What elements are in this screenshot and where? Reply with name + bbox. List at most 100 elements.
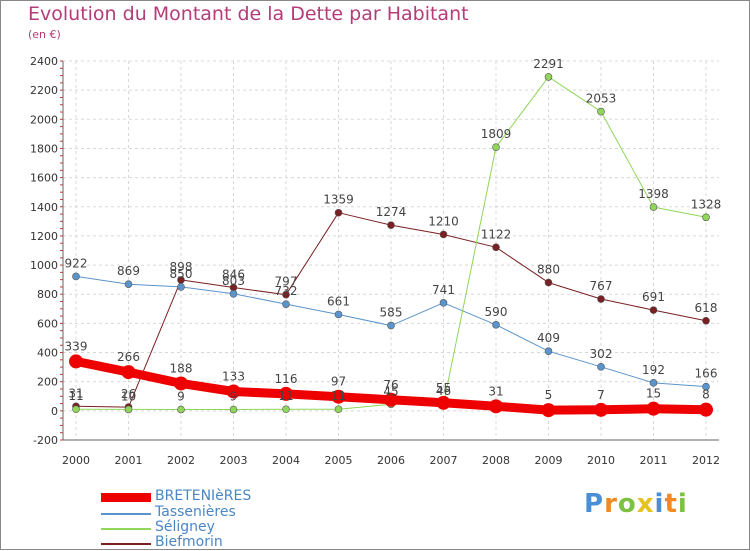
data-point-tassenieres bbox=[72, 272, 80, 281]
data-label-tassenieres: 302 bbox=[590, 347, 613, 361]
y-tick-label: 0 bbox=[51, 405, 58, 418]
data-point-seligney bbox=[177, 405, 185, 414]
data-point-biefmorin bbox=[702, 316, 710, 325]
legend-swatch-bretenieres bbox=[101, 493, 151, 502]
data-point-bretenieres bbox=[489, 399, 503, 414]
data-label-tassenieres: 922 bbox=[65, 256, 88, 270]
data-point-seligney bbox=[72, 405, 80, 414]
data-point-bretenieres bbox=[121, 365, 136, 380]
logo-letter: i bbox=[677, 489, 688, 519]
y-tick-label: 800 bbox=[37, 288, 58, 301]
data-point-seligney bbox=[597, 107, 605, 116]
data-label-biefmorin: 31 bbox=[68, 386, 83, 400]
data-label-tassenieres: 585 bbox=[380, 306, 403, 320]
data-label-seligney: 1809 bbox=[481, 127, 512, 141]
x-tick-label: 2011 bbox=[640, 454, 668, 467]
data-label-bretenieres: 266 bbox=[117, 350, 140, 364]
grid-layer bbox=[63, 60, 719, 441]
data-label-tassenieres: 732 bbox=[275, 284, 298, 298]
x-tick-label: 2012 bbox=[692, 454, 720, 467]
chart-subtitle: (en €) bbox=[28, 28, 61, 41]
logo-letter: x bbox=[636, 489, 655, 519]
data-label-seligney: 11 bbox=[331, 389, 346, 403]
data-label-seligney: 10 bbox=[121, 389, 136, 403]
data-point-seligney bbox=[229, 405, 238, 414]
proxiti-logo[interactable]: Proxiti bbox=[584, 489, 688, 519]
data-point-biefmorin bbox=[439, 230, 448, 239]
data-label-seligney: 46 bbox=[436, 384, 451, 398]
data-point-biefmorin bbox=[492, 243, 500, 252]
data-label-biefmorin: 618 bbox=[695, 301, 718, 315]
data-point-tassenieres bbox=[439, 299, 448, 307]
legend-swatch-seligney bbox=[101, 528, 151, 530]
y-tick-label: 2000 bbox=[30, 113, 58, 126]
y-tick-label: 1000 bbox=[30, 259, 58, 272]
data-label-seligney: 2291 bbox=[533, 57, 564, 71]
data-label-bretenieres: 133 bbox=[222, 369, 245, 383]
data-label-seligney: 45 bbox=[383, 384, 398, 398]
legend-swatch-biefmorin bbox=[101, 543, 151, 545]
x-tick-label: 2009 bbox=[535, 454, 563, 467]
x-tick-label: 2006 bbox=[377, 454, 405, 467]
x-tick-label: 2005 bbox=[325, 454, 353, 467]
data-label-bretenieres: 116 bbox=[275, 372, 298, 386]
data-point-seligney bbox=[649, 203, 658, 211]
data-point-bretenieres bbox=[384, 392, 398, 407]
x-tick-label: 2001 bbox=[115, 454, 143, 467]
series-layer bbox=[69, 73, 713, 418]
data-label-tassenieres: 192 bbox=[642, 363, 665, 377]
data-point-seligney bbox=[492, 143, 500, 151]
data-point-bretenieres bbox=[226, 384, 241, 399]
x-tick-label: 2008 bbox=[482, 454, 510, 467]
y-tick-label: -200 bbox=[33, 434, 58, 447]
x-tick-label: 2010 bbox=[587, 454, 615, 467]
data-label-biefmorin: 797 bbox=[275, 275, 298, 289]
data-label-tassenieres: 166 bbox=[695, 367, 718, 381]
data-point-seligney bbox=[124, 405, 133, 414]
data-point-tassenieres bbox=[177, 283, 185, 291]
data-point-bretenieres bbox=[699, 402, 713, 417]
data-label-bretenieres: 15 bbox=[646, 387, 661, 401]
data-label-tassenieres: 661 bbox=[327, 294, 350, 308]
data-label-biefmorin: 691 bbox=[642, 290, 665, 304]
data-point-bretenieres bbox=[541, 403, 556, 418]
x-tick-label: 2007 bbox=[430, 454, 458, 467]
data-label-bretenieres: 97 bbox=[331, 375, 346, 389]
y-tick-label: 1200 bbox=[30, 230, 58, 243]
data-label-tassenieres: 869 bbox=[117, 264, 140, 278]
data-label-seligney: 9 bbox=[177, 390, 185, 404]
x-tick-label: 2000 bbox=[62, 454, 90, 467]
data-label-bretenieres: 31 bbox=[488, 384, 503, 398]
data-point-tassenieres bbox=[702, 382, 710, 391]
legend-label: BRETENIèRES bbox=[155, 488, 252, 504]
logo-letter: t bbox=[664, 489, 678, 519]
data-point-biefmorin bbox=[597, 295, 605, 303]
data-label-bretenieres: 76 bbox=[383, 378, 398, 392]
data-point-tassenieres bbox=[229, 289, 238, 298]
data-point-biefmorin bbox=[544, 278, 553, 287]
logo-letter: P bbox=[584, 489, 605, 519]
legend-label: Tassenières bbox=[155, 504, 236, 520]
data-label-tassenieres: 803 bbox=[222, 274, 245, 288]
y-tick-label: 600 bbox=[37, 317, 58, 330]
data-point-tassenieres bbox=[387, 321, 395, 330]
y-tick-label: 1800 bbox=[30, 142, 58, 155]
data-label-biefmorin: 1210 bbox=[428, 214, 459, 228]
data-point-bretenieres bbox=[69, 354, 83, 369]
plot-area bbox=[63, 61, 719, 440]
data-label-seligney: 11 bbox=[278, 389, 293, 403]
data-label-bretenieres: 5 bbox=[545, 388, 553, 402]
axes-layer: -200 0 200 400 600 800 1000 1200 1400 1600 1800 200… bbox=[30, 55, 720, 467]
data-label-biefmorin: 1122 bbox=[481, 227, 512, 241]
data-label-tassenieres: 409 bbox=[537, 331, 560, 345]
logo-letter: r bbox=[604, 489, 618, 519]
data-label-tassenieres: 850 bbox=[170, 267, 193, 281]
y-tick-label: 2400 bbox=[30, 55, 58, 68]
data-point-biefmorin bbox=[334, 208, 343, 217]
y-tick-label: 1400 bbox=[30, 201, 58, 214]
logo-letter: o bbox=[617, 489, 637, 519]
data-labels-layer: 31 26898846797135912741210112288076769161… bbox=[65, 57, 722, 404]
data-label-seligney: 1398 bbox=[638, 187, 669, 201]
data-label-bretenieres: 55 bbox=[436, 381, 451, 395]
